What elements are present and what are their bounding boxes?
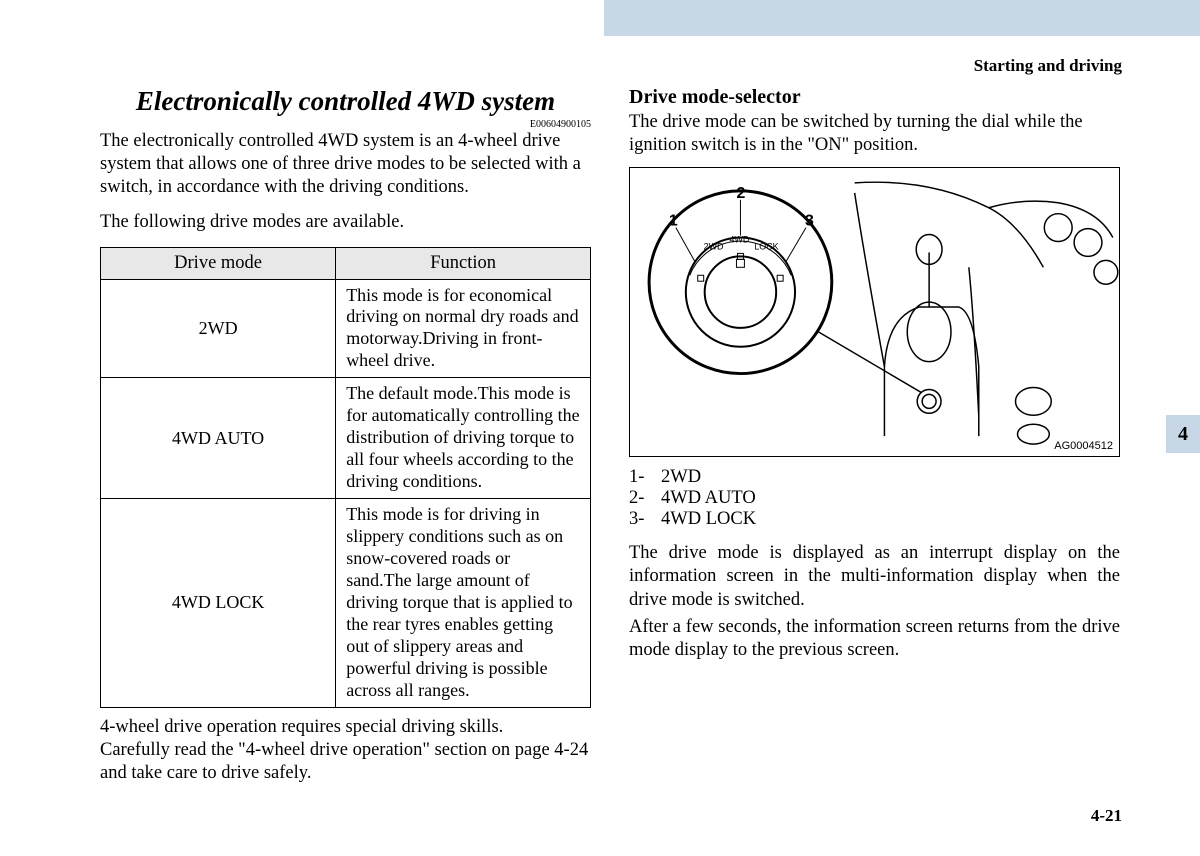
table-row: 4WD AUTO The default mode.This mode is f…: [101, 378, 591, 499]
right-column: Drive mode-selector The drive mode can b…: [629, 86, 1120, 785]
legend-num: 3-: [629, 509, 661, 530]
legend-label: 2WD: [661, 467, 701, 488]
page-number: 4-21: [1091, 806, 1122, 826]
figure-id: AG0004512: [1054, 440, 1113, 452]
dial-mode-lock: LOCK: [754, 242, 778, 252]
table-cell-function: This mode is for economical driving on n…: [336, 279, 591, 378]
drive-mode-selector-illustration: 1 2 3 2WD 4WD LOCK: [630, 168, 1119, 456]
display-paragraph-2: After a few seconds, the information scr…: [629, 616, 1120, 662]
subsection-title: Drive mode-selector: [629, 86, 1120, 109]
page-content: Electronically controlled 4WD system E00…: [100, 86, 1120, 785]
figure-legend: 1- 2WD 2- 4WD AUTO 3- 4WD LOCK: [629, 467, 1120, 530]
legend-label: 4WD LOCK: [661, 509, 756, 530]
intro-paragraph: The electronically controlled 4WD system…: [100, 130, 591, 199]
legend-label: 4WD AUTO: [661, 488, 756, 509]
legend-num: 2-: [629, 488, 661, 509]
table-header-function: Function: [336, 247, 591, 279]
chapter-tab: 4: [1166, 415, 1200, 453]
dial-mode-2wd: 2WD: [704, 242, 724, 252]
legend-item: 1- 2WD: [629, 467, 1120, 488]
drive-mode-selector-figure: 1 2 3 2WD 4WD LOCK AG0004512: [629, 167, 1120, 457]
table-header-mode: Drive mode: [101, 247, 336, 279]
table-cell-function: This mode is for driving in slippery con…: [336, 499, 591, 708]
chapter-tab-number: 4: [1178, 423, 1188, 446]
chapter-heading: Starting and driving: [974, 56, 1122, 76]
doc-id: E00604900105: [100, 119, 591, 130]
left-column: Electronically controlled 4WD system E00…: [100, 86, 591, 785]
display-paragraph-1: The drive mode is displayed as an interr…: [629, 542, 1120, 611]
footnote: 4-wheel drive operation requires special…: [100, 716, 591, 785]
table-cell-mode: 2WD: [101, 279, 336, 378]
drive-mode-table: Drive mode Function 2WD This mode is for…: [100, 247, 591, 708]
table-cell-mode: 4WD AUTO: [101, 378, 336, 499]
legend-item: 2- 4WD AUTO: [629, 488, 1120, 509]
section-title: Electronically controlled 4WD system: [100, 86, 591, 117]
dial-label-1: 1: [669, 213, 678, 230]
dial-mode-4wd: 4WD: [730, 235, 750, 245]
modes-intro: The following drive modes are available.: [100, 211, 591, 234]
table-cell-function: The default mode.This mode is for automa…: [336, 378, 591, 499]
page-tab-top: [604, 0, 1200, 36]
table-row: 2WD This mode is for economical driving …: [101, 279, 591, 378]
dial-label-2: 2: [736, 185, 745, 202]
legend-item: 3- 4WD LOCK: [629, 509, 1120, 530]
selector-intro: The drive mode can be switched by turnin…: [629, 111, 1120, 157]
table-cell-mode: 4WD LOCK: [101, 499, 336, 708]
dial-label-3: 3: [805, 213, 814, 230]
legend-num: 1-: [629, 467, 661, 488]
table-row: 4WD LOCK This mode is for driving in sli…: [101, 499, 591, 708]
